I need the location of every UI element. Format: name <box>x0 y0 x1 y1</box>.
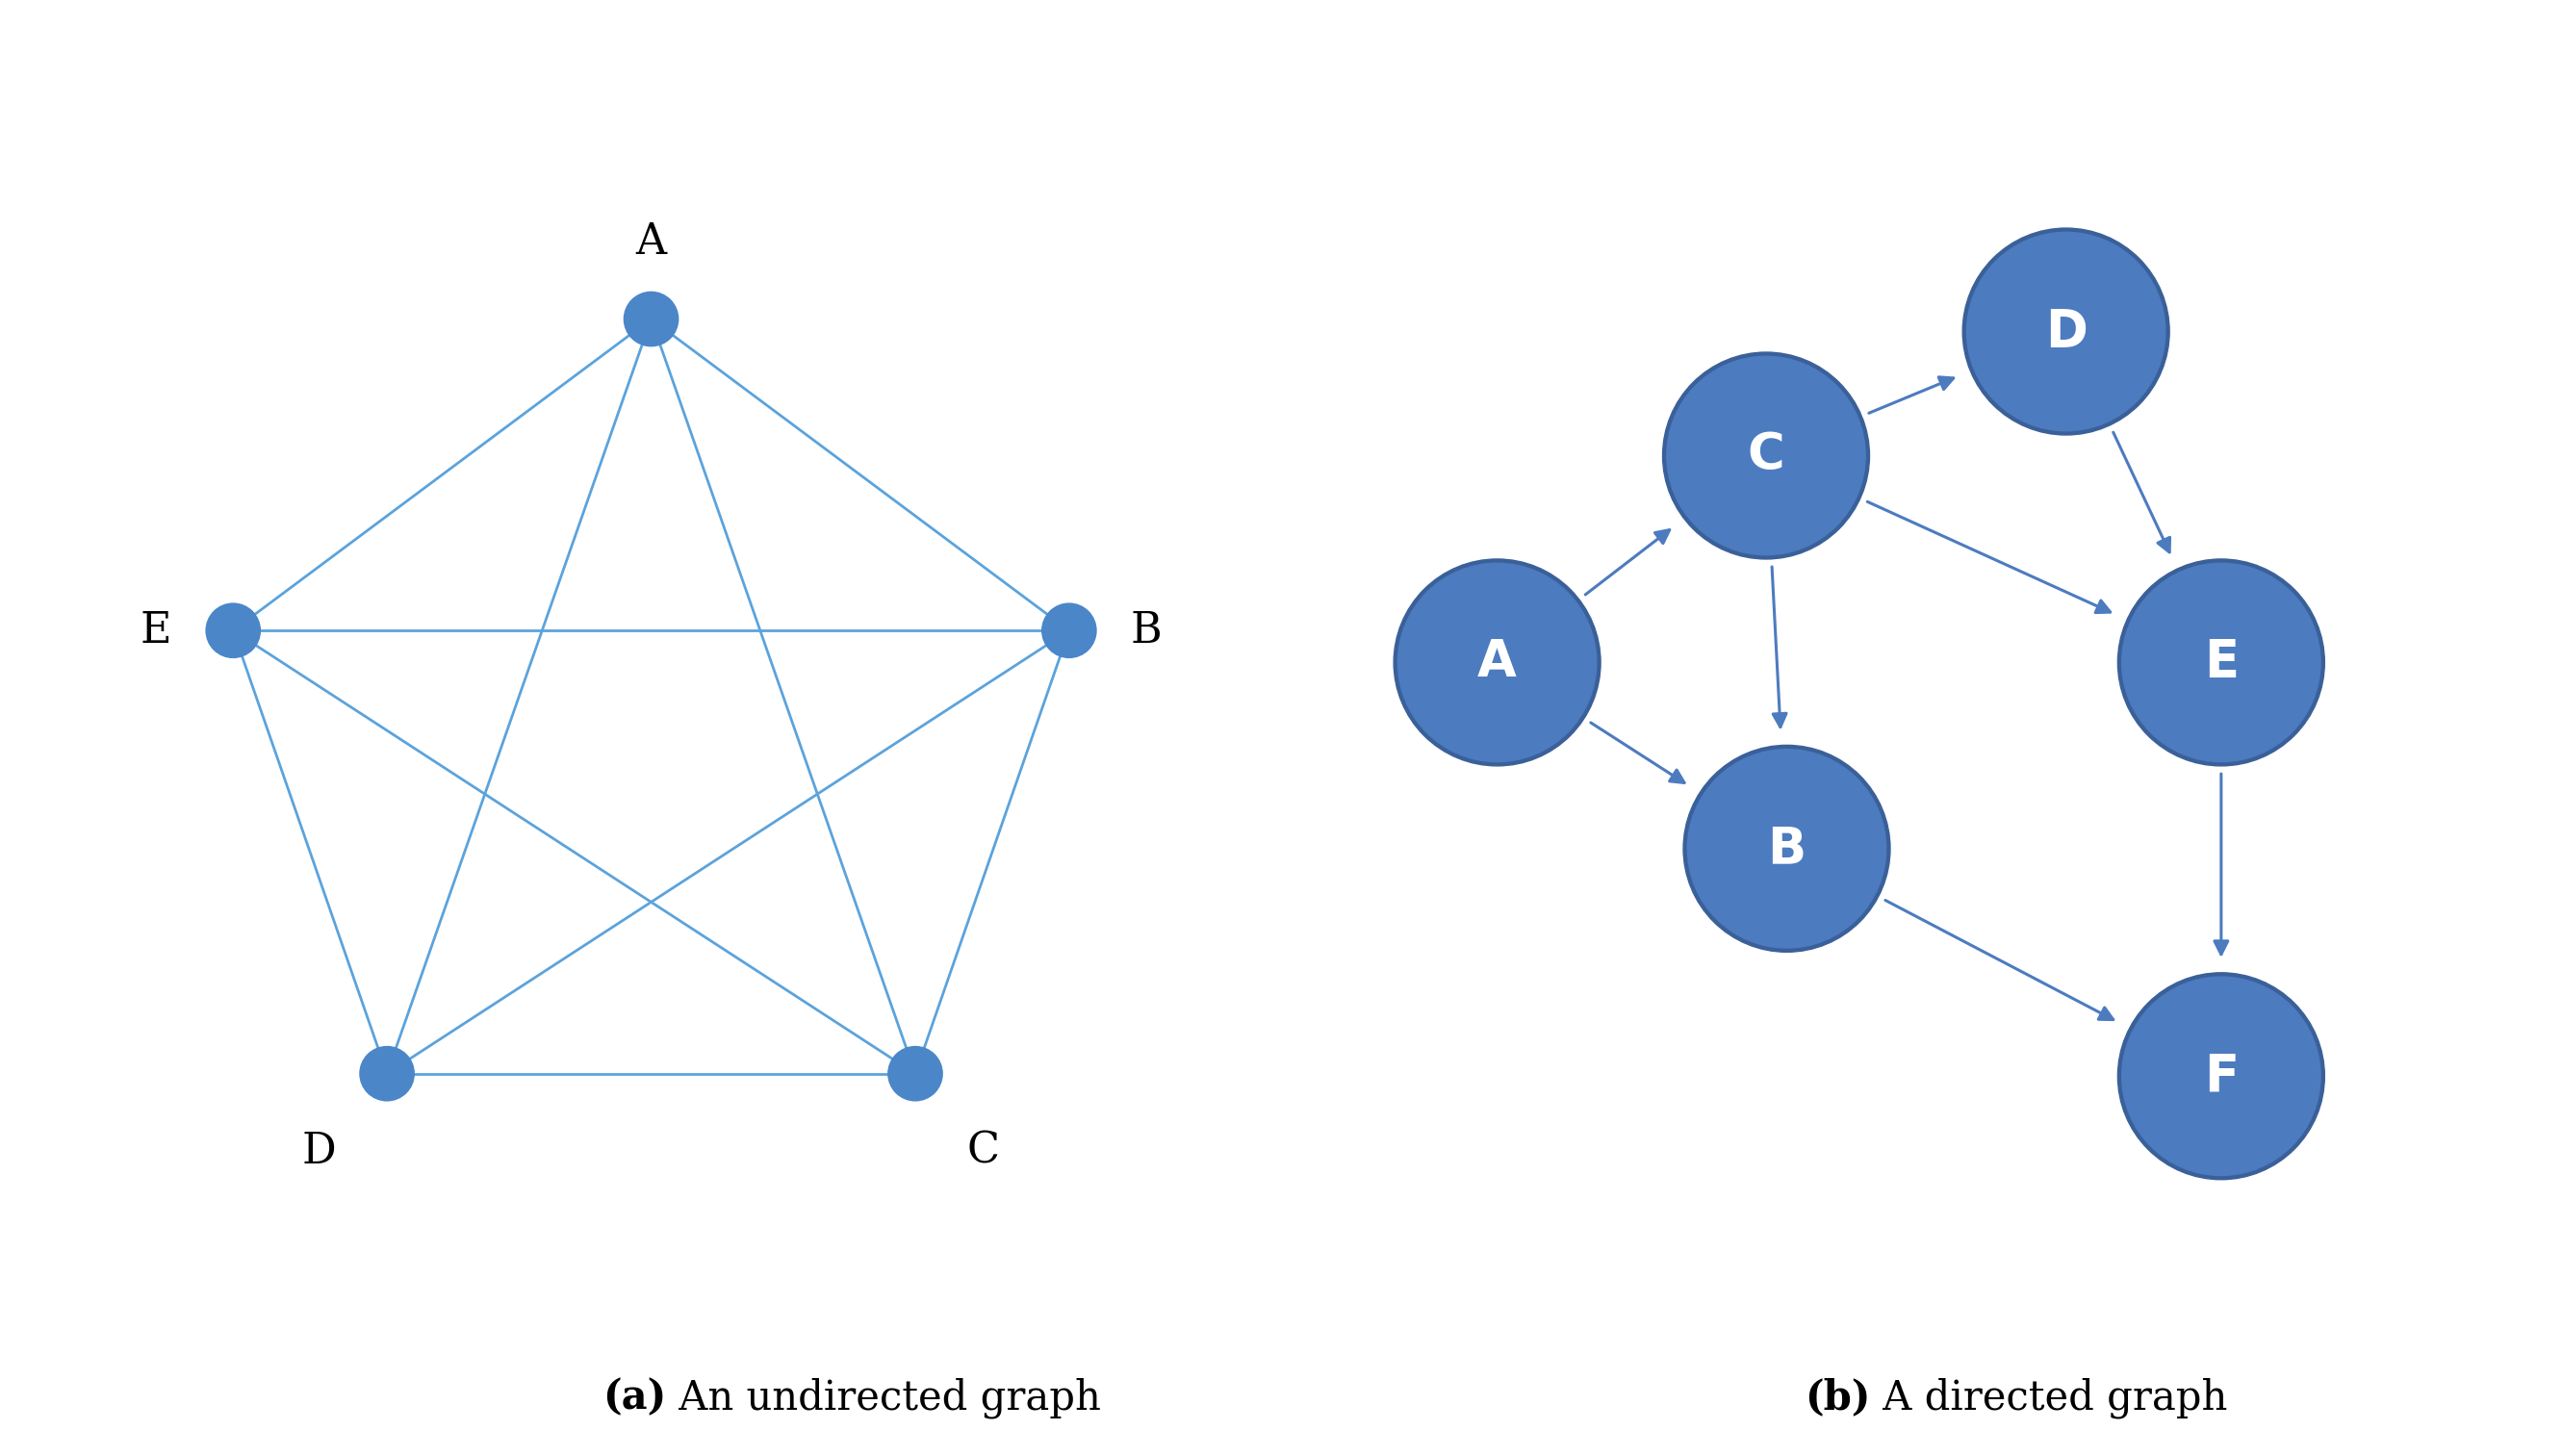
Text: E: E <box>141 610 172 651</box>
Text: D: D <box>2044 307 2088 357</box>
Circle shape <box>205 603 261 658</box>
Circle shape <box>1968 233 2165 431</box>
Circle shape <box>1394 559 1601 766</box>
Circle shape <box>625 293 679 347</box>
Circle shape <box>1683 745 1891 952</box>
Circle shape <box>2121 977 2321 1175</box>
Text: A: A <box>1478 638 1517 687</box>
Text: B: B <box>1130 610 1163 651</box>
Text: (b): (b) <box>1804 1377 1870 1418</box>
Circle shape <box>1663 352 1870 559</box>
Circle shape <box>2121 563 2321 761</box>
Text: A: A <box>635 221 666 262</box>
Text: F: F <box>2203 1051 2239 1101</box>
Circle shape <box>1399 563 1596 761</box>
Circle shape <box>1962 229 2170 435</box>
Text: D: D <box>302 1130 336 1172</box>
Text: C: C <box>1747 431 1786 480</box>
Circle shape <box>889 1047 943 1101</box>
Circle shape <box>2119 973 2324 1179</box>
Circle shape <box>1043 603 1097 658</box>
Text: A directed graph: A directed graph <box>1870 1377 2229 1418</box>
Text: C: C <box>966 1130 999 1172</box>
Circle shape <box>1668 357 1865 555</box>
Circle shape <box>359 1047 415 1101</box>
Circle shape <box>2119 559 2324 766</box>
Text: E: E <box>2203 638 2239 687</box>
Text: B: B <box>1768 824 1806 874</box>
Circle shape <box>1688 750 1886 948</box>
Text: An undirected graph: An undirected graph <box>666 1377 1102 1418</box>
Text: (a): (a) <box>602 1377 666 1418</box>
